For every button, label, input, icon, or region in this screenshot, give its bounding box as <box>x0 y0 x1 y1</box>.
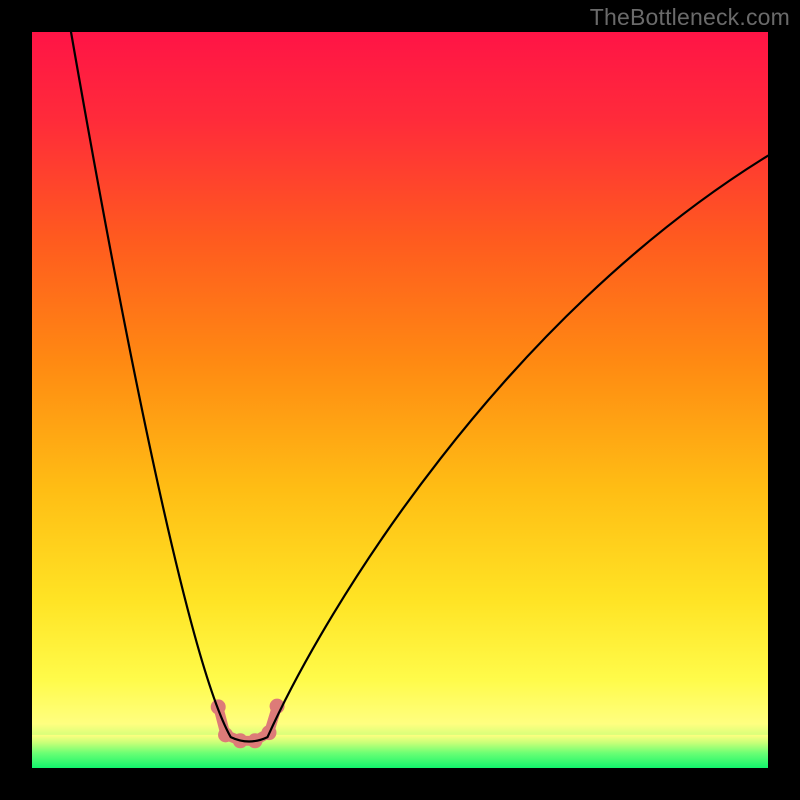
bottleneck-marker-dot <box>218 727 233 742</box>
watermark-text: TheBottleneck.com <box>590 4 790 31</box>
stage: TheBottleneck.com <box>0 0 800 800</box>
bottleneck-v-curve <box>71 32 768 742</box>
curve-layer <box>32 32 768 768</box>
plot-area <box>32 32 768 768</box>
